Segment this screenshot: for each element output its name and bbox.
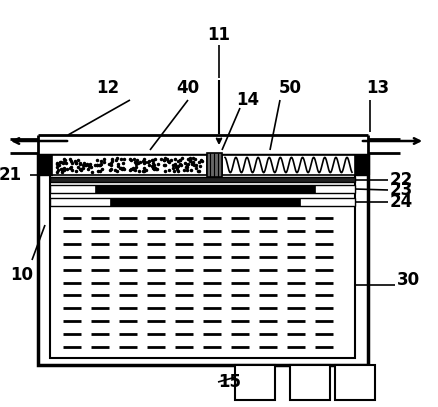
Bar	[355, 155, 368, 175]
Bar	[50, 165, 355, 358]
Text: 14: 14	[237, 91, 260, 109]
Bar	[50, 185, 355, 193]
Bar	[335, 365, 375, 400]
Text: 11: 11	[208, 26, 230, 44]
Bar	[95, 185, 315, 193]
Text: 12: 12	[96, 79, 120, 97]
Text: 40: 40	[177, 79, 200, 97]
Bar	[235, 365, 275, 400]
Bar	[50, 177, 355, 182]
Bar	[207, 153, 222, 177]
Text: 10: 10	[11, 266, 33, 284]
Bar	[222, 155, 355, 175]
Bar	[38, 155, 368, 365]
Text: 15: 15	[218, 373, 241, 391]
Text: 23: 23	[390, 181, 413, 199]
Text: 13: 13	[367, 79, 389, 97]
Bar	[50, 198, 355, 206]
Text: 50: 50	[279, 79, 301, 97]
Bar	[38, 155, 52, 175]
Bar	[52, 155, 207, 175]
Text: 22: 22	[390, 171, 413, 189]
Bar	[290, 365, 330, 400]
Text: 24: 24	[390, 193, 413, 211]
Bar	[110, 198, 300, 206]
Text: 21: 21	[0, 166, 22, 184]
Text: 30: 30	[397, 271, 420, 289]
